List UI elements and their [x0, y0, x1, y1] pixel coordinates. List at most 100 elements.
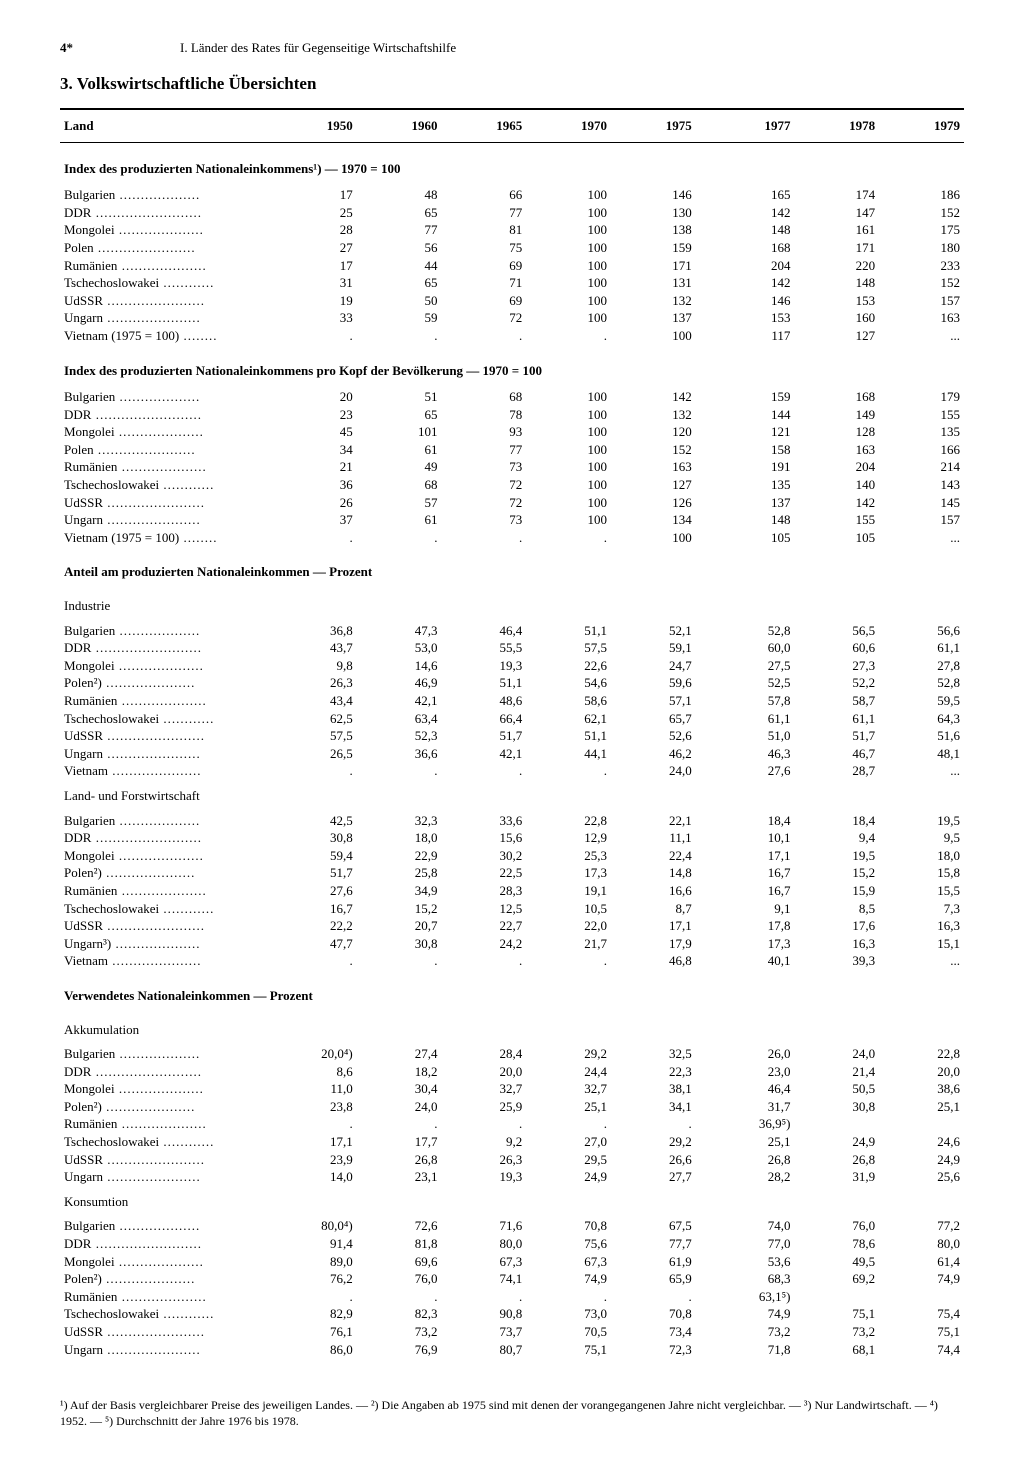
value-cell: 66,4	[441, 710, 526, 728]
value-cell: 31,7	[696, 1098, 795, 1116]
value-cell: 64,3	[879, 710, 964, 728]
value-cell: 155	[879, 406, 964, 424]
value-cell: 168	[794, 388, 879, 406]
value-cell: 17,9	[611, 935, 696, 953]
table-row: DDR .........................8,618,220,0…	[60, 1063, 964, 1081]
value-cell: .	[611, 1115, 696, 1133]
value-cell: 32,7	[441, 1080, 526, 1098]
value-cell: 36,8	[258, 622, 357, 640]
value-cell: 17,7	[357, 1133, 442, 1151]
value-cell: 34,9	[357, 882, 442, 900]
value-cell: .	[526, 952, 611, 970]
value-cell: 17	[258, 257, 357, 275]
country-cell: Bulgarien ...................	[60, 1217, 258, 1235]
value-cell: 33,6	[441, 812, 526, 830]
table-row: Polen .......................27567510015…	[60, 239, 964, 257]
value-cell: 24,7	[611, 657, 696, 675]
value-cell: 145	[879, 494, 964, 512]
value-cell: 77,0	[696, 1235, 795, 1253]
value-cell: 26,8	[357, 1151, 442, 1169]
value-cell: 132	[611, 406, 696, 424]
value-cell: 17,1	[696, 847, 795, 865]
value-cell: 67,3	[441, 1253, 526, 1271]
value-cell: 9,1	[696, 900, 795, 918]
value-cell: 27,6	[696, 762, 795, 780]
value-cell: 22,9	[357, 847, 442, 865]
value-cell: 10,5	[526, 900, 611, 918]
country-cell: Tschechoslowakei ............	[60, 710, 258, 728]
table-row: Tschechoslowakei ............31657110013…	[60, 274, 964, 292]
value-cell: 80,0	[441, 1235, 526, 1253]
value-cell: 17,1	[611, 917, 696, 935]
table-row: UdSSR .......................19506910013…	[60, 292, 964, 310]
value-cell: .	[258, 1288, 357, 1306]
value-cell: 76,1	[258, 1323, 357, 1341]
value-cell: .	[441, 1288, 526, 1306]
table-row: Rumänien ....................21497310016…	[60, 458, 964, 476]
value-cell: 22,0	[526, 917, 611, 935]
value-cell: 175	[879, 221, 964, 239]
value-cell: 233	[879, 257, 964, 275]
value-cell: 25,9	[441, 1098, 526, 1116]
value-cell: 165	[696, 186, 795, 204]
value-cell: 66	[441, 186, 526, 204]
value-cell: 46,4	[441, 622, 526, 640]
country-cell: DDR .........................	[60, 639, 258, 657]
value-cell: 22,8	[526, 812, 611, 830]
value-cell: 29,2	[526, 1045, 611, 1063]
value-cell: 39,3	[794, 952, 879, 970]
country-cell: Rumänien ....................	[60, 1115, 258, 1133]
value-cell: 75	[441, 239, 526, 257]
value-cell: 16,3	[879, 917, 964, 935]
value-cell: 68,1	[794, 1341, 879, 1359]
value-cell: 59	[357, 309, 442, 327]
value-cell: 52,6	[611, 727, 696, 745]
value-cell: 80,0⁴)	[258, 1217, 357, 1235]
value-cell: 42,5	[258, 812, 357, 830]
value-cell: 127	[794, 327, 879, 345]
table-row: Polen²) .....................26,346,951,…	[60, 674, 964, 692]
country-cell: Bulgarien ...................	[60, 186, 258, 204]
value-cell: 38,6	[879, 1080, 964, 1098]
value-cell: 76,9	[357, 1341, 442, 1359]
value-cell: 146	[696, 292, 795, 310]
value-cell: 67,3	[526, 1253, 611, 1271]
value-cell: 51,6	[879, 727, 964, 745]
table-row: Rumänien ....................27,634,928,…	[60, 882, 964, 900]
country-cell: Mongolei ....................	[60, 423, 258, 441]
value-cell: 159	[611, 239, 696, 257]
value-cell: 77	[441, 441, 526, 459]
value-cell: 78,6	[794, 1235, 879, 1253]
value-cell: 18,2	[357, 1063, 442, 1081]
value-cell: 51,7	[258, 864, 357, 882]
value-cell: 130	[611, 204, 696, 222]
table-row: Bulgarien ...................20516810014…	[60, 388, 964, 406]
country-cell: Polen²) .....................	[60, 674, 258, 692]
table-row: Polen²) .....................23,824,025,…	[60, 1098, 964, 1116]
table-header-row: Land 1950 1960 1965 1970 1975 1977 1978 …	[60, 110, 964, 142]
value-cell: 31	[258, 274, 357, 292]
value-cell: 19	[258, 292, 357, 310]
country-cell: DDR .........................	[60, 829, 258, 847]
value-cell: 50	[357, 292, 442, 310]
value-cell: 37	[258, 511, 357, 529]
table-row: Vietnam (1975 = 100) ............1001171…	[60, 327, 964, 345]
value-cell: 22,1	[611, 812, 696, 830]
value-cell: 52,1	[611, 622, 696, 640]
value-cell: 74,9	[526, 1270, 611, 1288]
value-cell: 74,9	[696, 1305, 795, 1323]
value-cell: .	[526, 1115, 611, 1133]
value-cell: 24,0	[794, 1045, 879, 1063]
value-cell: 65,9	[611, 1270, 696, 1288]
value-cell: 61,1	[794, 710, 879, 728]
value-cell	[794, 1288, 879, 1306]
value-cell: 27,3	[794, 657, 879, 675]
table-row: Mongolei ....................59,422,930,…	[60, 847, 964, 865]
value-cell: 8,6	[258, 1063, 357, 1081]
value-cell: 72	[441, 494, 526, 512]
value-cell: 101	[357, 423, 442, 441]
value-cell: 15,9	[794, 882, 879, 900]
value-cell: 30,8	[258, 829, 357, 847]
value-cell: 58,7	[794, 692, 879, 710]
country-cell: Ungarn³) ....................	[60, 935, 258, 953]
